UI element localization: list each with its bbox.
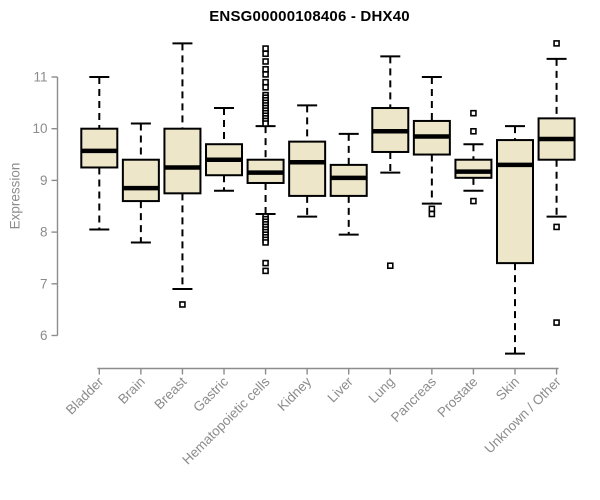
y-tick-label: 9 [40,173,48,188]
outlier-point [262,267,269,275]
outlier-point [179,301,186,308]
x-tick-label-group: Pancreas [388,374,439,425]
box-liver [329,163,368,197]
outlier-point [262,71,269,78]
outlier-point [262,65,269,73]
outlier-point [262,84,269,91]
outlier-point [262,239,269,246]
box-prostate [454,158,493,179]
outlier-point [428,210,436,218]
x-tick-label: Bladder [63,374,107,418]
outlier-point [470,109,477,117]
x-tick-label-group: Brain [115,374,148,407]
x-tick-label: Lung [366,374,398,406]
outlier-point [262,58,269,65]
x-tick-label: Brain [115,374,148,407]
outlier-point [262,259,269,267]
chart-title: ENSG00000108406 - DHX40 [209,8,410,25]
x-tick-label: Liver [325,374,357,406]
x-tick-label-group: Breast [151,374,189,412]
x-tick-label: Unknown / Other [481,374,564,457]
box-skin [496,139,534,265]
outlier-point [553,223,560,231]
y-tick-label: 11 [33,70,47,85]
x-tick-label: Prostate [434,374,480,420]
outlier-point [262,78,269,86]
box-bladder [80,127,119,169]
x-tick-label: Gastric [190,374,231,415]
x-tick-label: Skin [493,374,522,403]
x-tick-label: Pancreas [388,374,439,425]
x-tick-label-group: Unknown / Other [481,374,564,457]
outlier-point [470,127,477,135]
x-tick-label: Kidney [274,374,314,414]
x-tick-label-group: Skin [493,374,522,403]
outlier-point [553,40,560,47]
outlier-point [262,45,269,52]
y-tick-label: 6 [40,328,48,343]
outlier-point [386,262,394,270]
box-kidney [288,140,327,197]
x-tick-label-group: Bladder [63,374,107,418]
box-breast [163,127,202,195]
outlier-point [553,319,560,326]
x-tick-label-group: Lung [366,374,398,406]
outlier-point [470,197,477,205]
y-tick-label: 10 [32,121,47,136]
x-tick-label: Breast [151,374,189,412]
x-tick-label-group: Gastric [190,374,231,415]
box-brain [121,158,160,203]
y-tick-label: 8 [40,225,48,240]
x-tick-label-group: Liver [325,374,357,406]
x-tick-label-group: Prostate [434,374,480,420]
outlier-point [262,120,269,127]
x-tick-label-group: Kidney [274,374,314,414]
outlier-point [428,205,436,213]
outlier-point [262,50,269,58]
y-tick-label: 7 [40,276,48,291]
